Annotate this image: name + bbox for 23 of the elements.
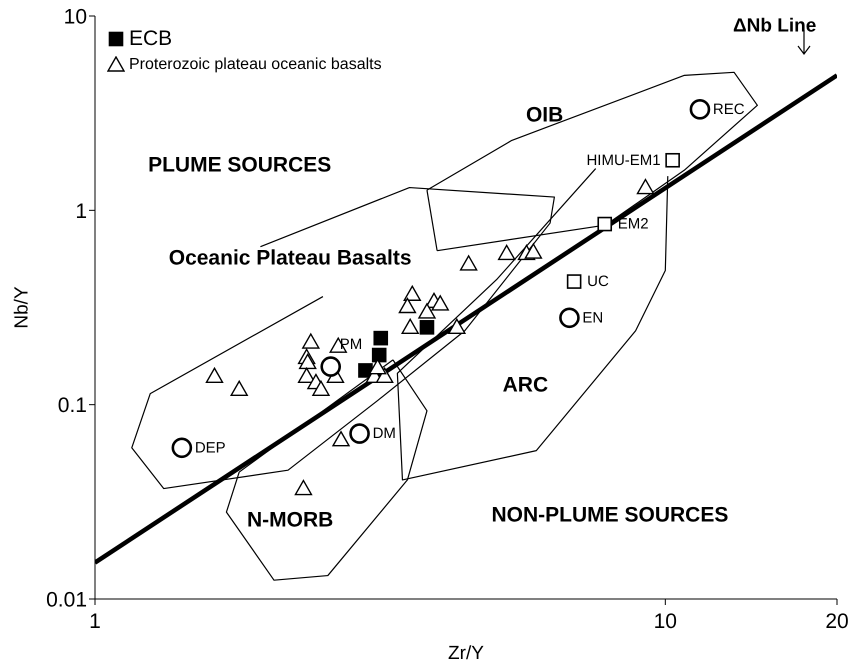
y-tick-label: 1 (75, 200, 87, 223)
annotation: Oceanic Plateau Basalts (168, 246, 412, 270)
data-label: DM (372, 425, 396, 442)
x-tick-label: 10 (654, 610, 677, 633)
annotation: OIB (526, 104, 564, 127)
annotation: PLUME SOURCES (148, 154, 332, 177)
y-tick-label: 0.01 (46, 588, 87, 612)
y-tick-label: 10 (64, 5, 87, 28)
y-axis-title: Nb/Y (12, 286, 33, 329)
annotation: N-MORB (246, 508, 334, 532)
data-label: DEP (194, 439, 226, 456)
legend-label: Proterozoic plateau oceanic basalts (129, 55, 382, 75)
legend-label: ECB (129, 26, 172, 52)
annotation: ARC (502, 374, 548, 397)
annotation: ΔNb Line (733, 15, 816, 36)
data-label: HIMU-EM1 (586, 152, 661, 169)
data-label: UC (587, 273, 609, 290)
data-label: EN (582, 309, 604, 326)
x-tick-label: 20 (825, 610, 849, 633)
x-axis-title: Zr/Y (448, 643, 484, 664)
annotation: NON-PLUME SOURCES (492, 504, 728, 527)
y-tick-label: 0.1 (58, 394, 87, 418)
data-label: REC (712, 100, 745, 118)
